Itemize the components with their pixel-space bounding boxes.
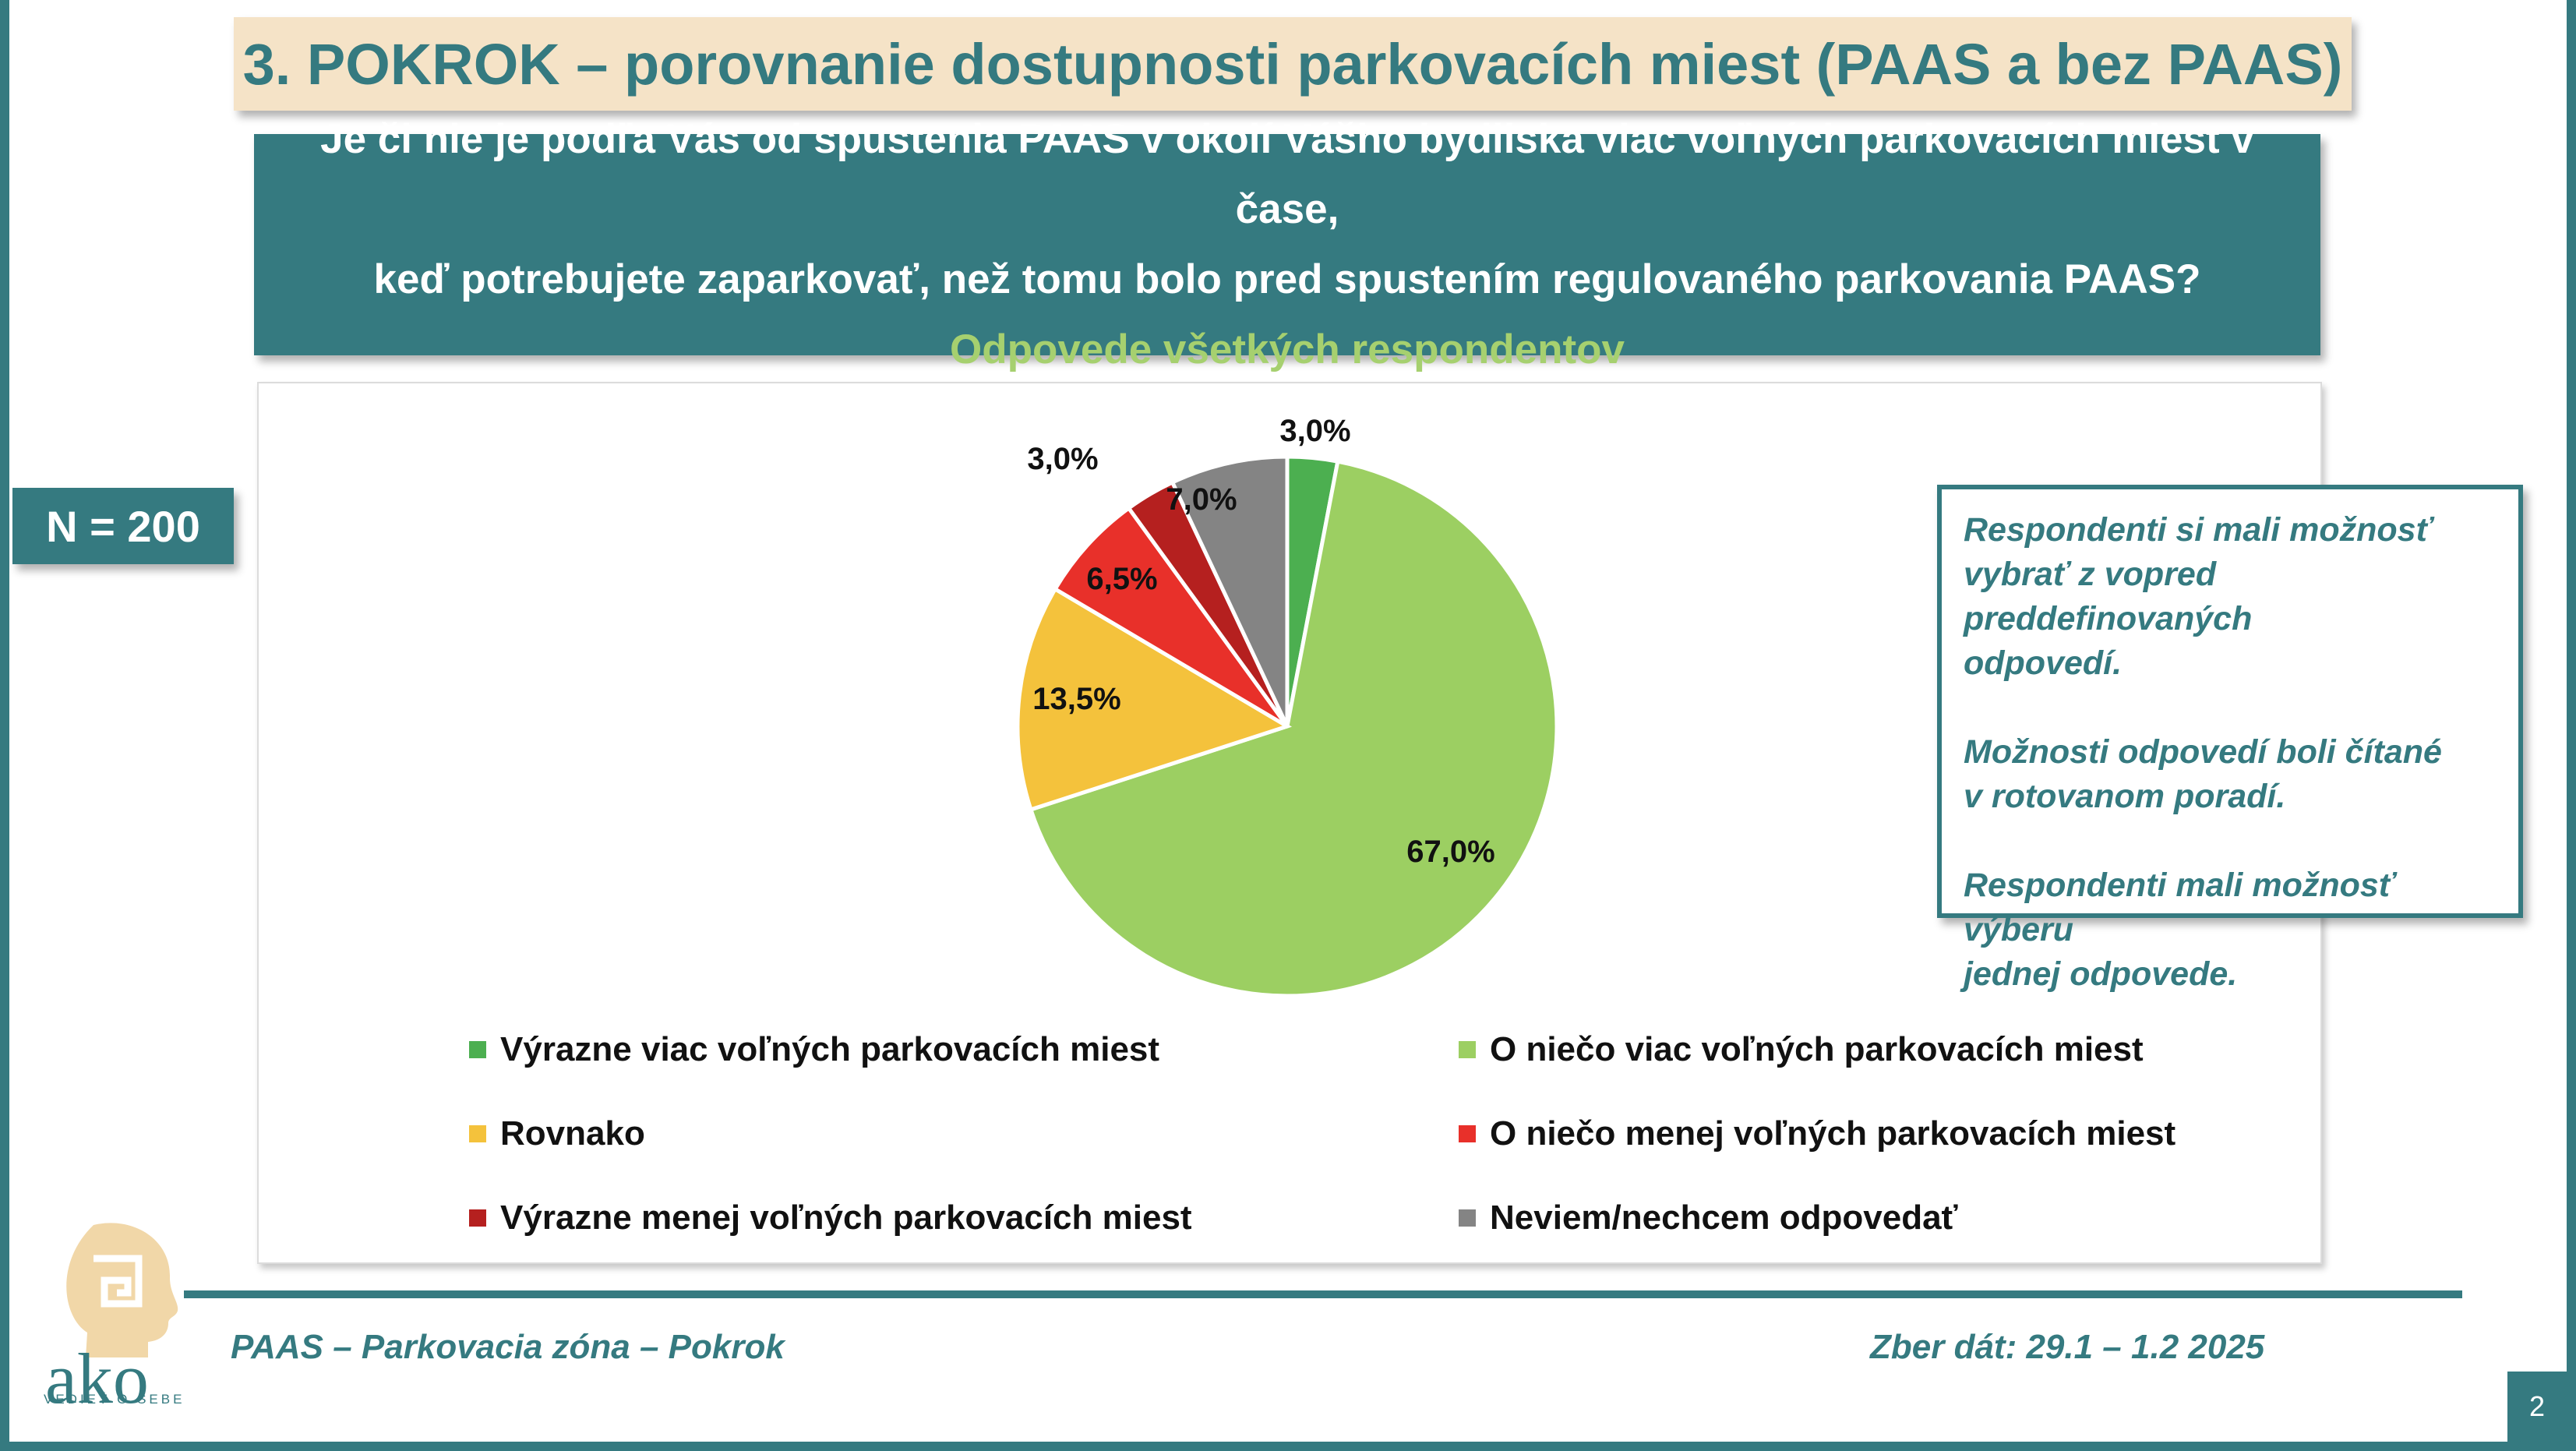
pie-chart: 3,0% 67,0% 13,5% 6,5% 3,0% 7,0% bbox=[1015, 414, 1559, 998]
legend-swatch bbox=[469, 1209, 486, 1227]
legend-item: Výrazne menej voľných parkovacích miest bbox=[469, 1191, 1459, 1245]
note-line: Možnosti odpovedí boli čítané bbox=[1964, 733, 2442, 771]
question-subtitle: Odpovede všetkých respondentov bbox=[950, 327, 1625, 372]
footer-divider bbox=[184, 1290, 2462, 1298]
page-number-badge: 2 bbox=[2507, 1372, 2567, 1442]
legend-item: O niečo menej voľných parkovacích miest bbox=[1459, 1107, 2261, 1161]
note-paragraph-3: Respondenti mali možnosť výberu jednej o… bbox=[1964, 863, 2503, 997]
legend-swatch bbox=[1459, 1209, 1476, 1227]
note-line: v rotovanom poradí. bbox=[1964, 778, 2286, 815]
legend-swatch bbox=[469, 1125, 486, 1142]
chart-panel: 3,0% 67,0% 13,5% 6,5% 3,0% 7,0% Výrazne viac … bbox=[257, 382, 2322, 1264]
footer-date: Zber dát: 29.1 – 1.2 2025 bbox=[1870, 1328, 2265, 1366]
note-line: jednej odpovede. bbox=[1964, 955, 2238, 993]
sample-size-badge: N = 200 bbox=[12, 488, 234, 564]
legend-item: Rovnako bbox=[469, 1107, 1459, 1161]
chart-legend: Výrazne viac voľných parkovacích miest O … bbox=[469, 1022, 2261, 1256]
legend-label: O niečo viac voľných parkovacích miest bbox=[1490, 1030, 2144, 1068]
pie-slice bbox=[1170, 454, 1290, 728]
logo-tagline: VEDIEŤ O SEBE bbox=[44, 1392, 185, 1407]
legend-item: Výrazne viac voľných parkovacích miest bbox=[469, 1022, 1459, 1077]
pie-data-label: 13,5% bbox=[1032, 682, 1120, 716]
legend-item: O niečo viac voľných parkovacích miest bbox=[1459, 1022, 2261, 1077]
slide-title: 3. POKROK – porovnanie dostupnosti parko… bbox=[242, 31, 2343, 97]
pie-data-label: 6,5% bbox=[1086, 562, 1157, 596]
pie-slice bbox=[1015, 586, 1293, 813]
question-line-2: keď potrebujete zaparkovať, než tomu bol… bbox=[373, 256, 2201, 302]
legend-label: Neviem/nechcem odpovedať bbox=[1490, 1199, 1958, 1237]
pie-data-label: 67,0% bbox=[1406, 835, 1494, 869]
methodology-note: Respondenti si mali možnosť vybrať z vop… bbox=[1937, 485, 2523, 993]
note-line: Respondenti si mali možnosť bbox=[1964, 511, 2433, 549]
pie-data-label: 3,0% bbox=[1027, 442, 1098, 476]
note-line: vybrať z vopred preddefinovaných bbox=[1964, 556, 2253, 637]
legend-label: Výrazne viac voľných parkovacích miest bbox=[500, 1030, 1160, 1068]
question-banner: Je či nie je podľa Vás od spustenia PAAS… bbox=[254, 116, 2320, 372]
question-line-1: Je či nie je podľa Vás od spustenia PAAS… bbox=[320, 116, 2254, 232]
legend-swatch bbox=[1459, 1041, 1476, 1058]
title-banner: 3. POKROK – porovnanie dostupnosti parko… bbox=[234, 17, 2352, 111]
sample-size-label: N = 200 bbox=[46, 501, 200, 551]
note-line: Respondenti mali možnosť výberu bbox=[1964, 867, 2395, 948]
legend-swatch bbox=[469, 1041, 486, 1058]
pie-data-label: 7,0% bbox=[1166, 482, 1237, 517]
pie-slice bbox=[1028, 459, 1559, 998]
ako-logo: ako bbox=[45, 1223, 178, 1410]
note-line: odpovedí. bbox=[1964, 644, 2123, 682]
note-paragraph-1: Respondenti si mali možnosť vybrať z vop… bbox=[1964, 508, 2503, 686]
logo-word: ako bbox=[45, 1339, 149, 1410]
page-number: 2 bbox=[2528, 1390, 2546, 1422]
legend-label: Výrazne menej voľných parkovacích miest bbox=[500, 1199, 1192, 1237]
pie-data-label: 3,0% bbox=[1279, 414, 1350, 448]
footer-project: PAAS – Parkovacia zóna – Pokrok bbox=[231, 1328, 785, 1366]
pie-slice bbox=[1052, 505, 1290, 729]
legend-label: O niečo menej voľných parkovacích miest bbox=[1490, 1114, 2176, 1153]
legend-label: Rovnako bbox=[500, 1114, 645, 1153]
legend-item: Neviem/nechcem odpovedať bbox=[1459, 1191, 2261, 1245]
legend-swatch bbox=[1459, 1125, 1476, 1142]
note-paragraph-2: Možnosti odpovedí boli čítané v rotovano… bbox=[1964, 730, 2503, 819]
